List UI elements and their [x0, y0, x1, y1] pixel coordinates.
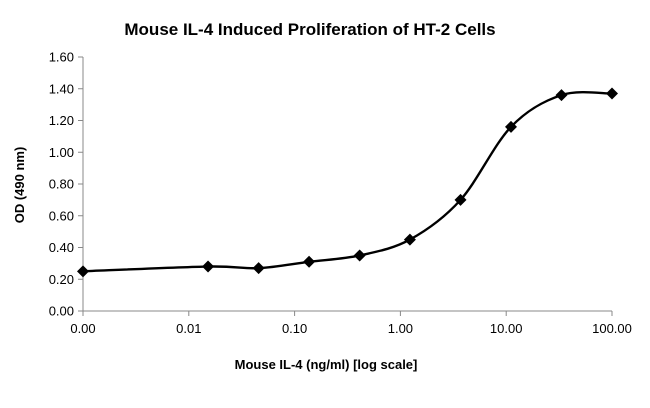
- y-tick-label: 1.00: [49, 145, 74, 160]
- data-point-marker: [555, 89, 568, 102]
- x-tick-label: 0.00: [70, 321, 95, 336]
- data-point-marker: [252, 262, 265, 275]
- x-tick-label: 0.10: [282, 321, 307, 336]
- x-tick-label: 0.01: [176, 321, 201, 336]
- data-point-marker: [353, 249, 366, 262]
- data-point-marker: [403, 233, 416, 246]
- y-tick-label: 1.40: [49, 81, 74, 96]
- tick-labels: 0.00 0.20 0.40 0.60 0.80 1.00 1.20 1.40 1.60 0.00…: [49, 50, 632, 337]
- x-axis-title: Mouse IL-4 (ng/ml) [log scale]: [235, 357, 418, 372]
- x-tick-label: 100.00: [592, 321, 632, 336]
- y-tick-label: 0.20: [49, 272, 74, 287]
- y-tick-label: 0.40: [49, 240, 74, 255]
- y-tick-label: 1.20: [49, 113, 74, 128]
- y-tick-label: 1.60: [49, 50, 74, 65]
- x-tick-label: 10.00: [490, 321, 523, 336]
- series-line: [82, 91, 613, 273]
- y-tick-label: 0.60: [49, 208, 74, 223]
- data-point-marker: [504, 120, 517, 133]
- y-tick-label: 0.00: [49, 304, 74, 319]
- x-tick-label: 1.00: [388, 321, 413, 336]
- y-tick-label: 0.80: [49, 177, 74, 192]
- data-point-marker: [77, 265, 89, 278]
- data-point-marker: [454, 193, 467, 206]
- data-point-marker: [303, 255, 316, 268]
- data-point-marker: [606, 87, 618, 100]
- series-layer: [77, 87, 618, 278]
- y-axis-title: OD (490 nm): [12, 147, 27, 224]
- data-point-marker: [202, 260, 215, 273]
- chart-title: Mouse IL-4 Induced Proliferation of HT-2…: [124, 20, 495, 39]
- axes: [78, 56, 613, 316]
